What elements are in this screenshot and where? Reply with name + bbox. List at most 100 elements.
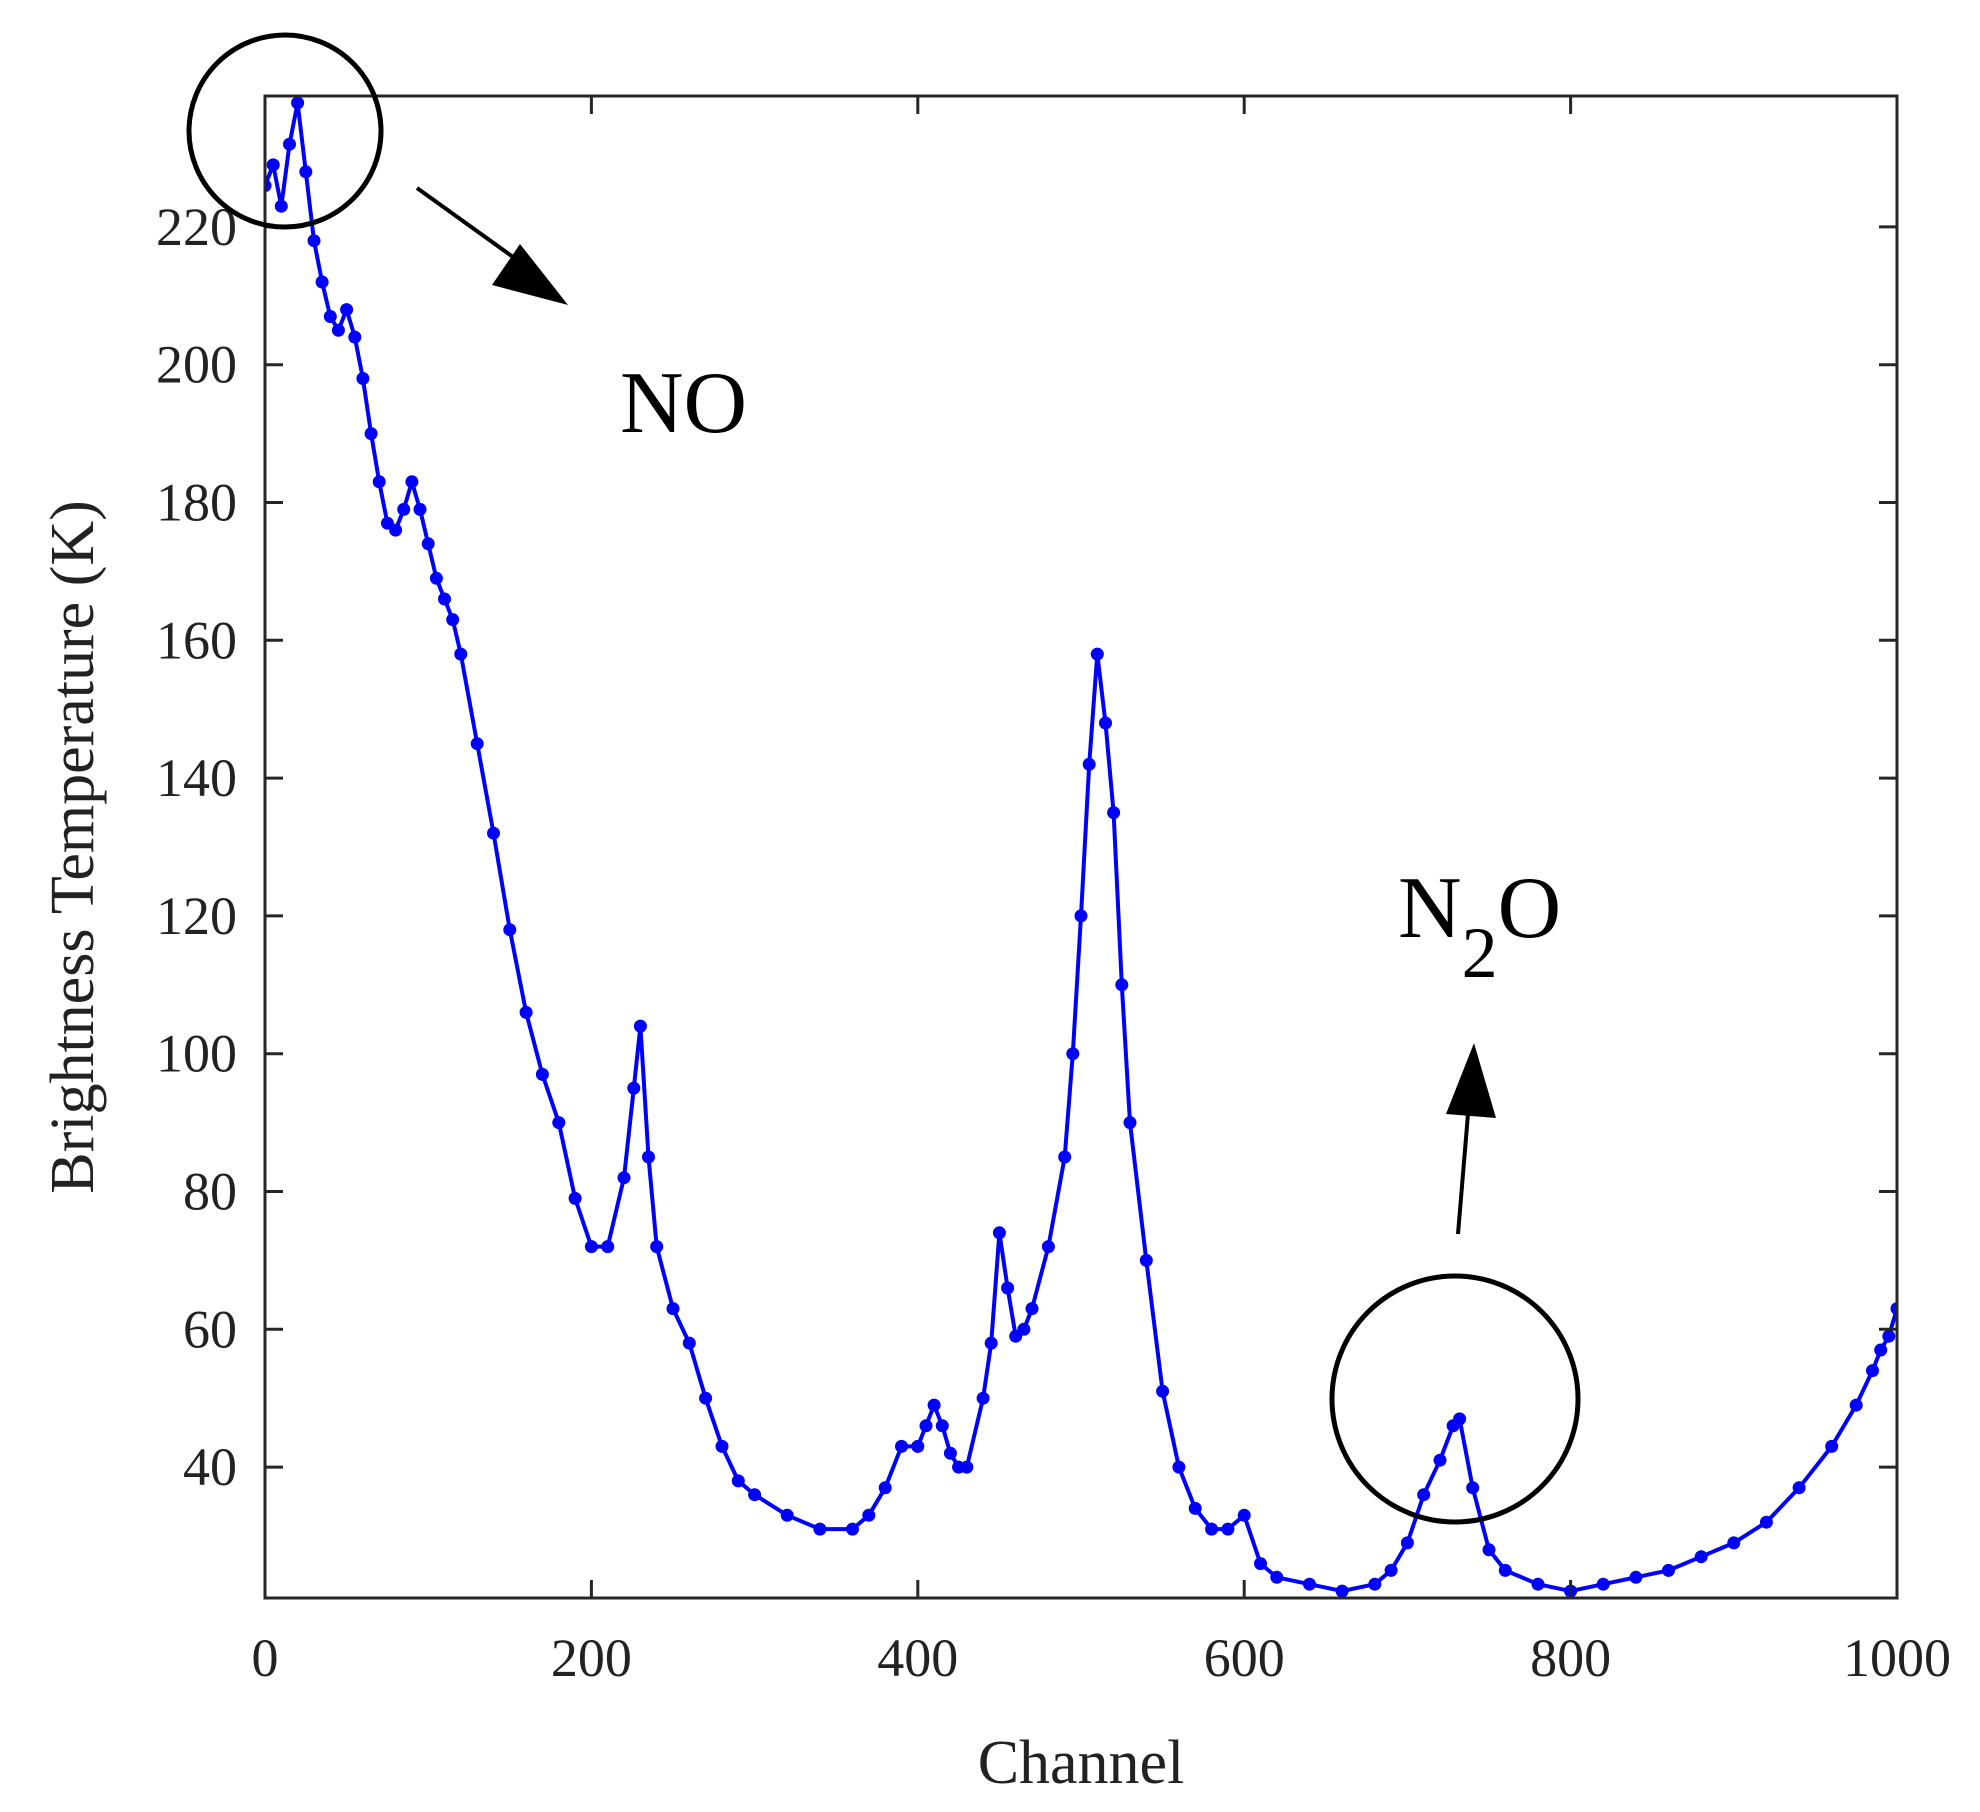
data-point — [364, 427, 378, 441]
data-point — [1596, 1577, 1610, 1591]
annotation-n2o-label-sub: 2 — [1462, 913, 1498, 993]
data-point — [878, 1481, 892, 1495]
data-point — [1882, 1329, 1896, 1343]
data-point — [307, 234, 321, 248]
data-point — [348, 330, 362, 344]
data-point — [846, 1522, 859, 1536]
data-point — [1156, 1384, 1170, 1398]
data-point — [1099, 716, 1112, 730]
data-point — [266, 158, 280, 172]
x-tick-label: 200 — [551, 1628, 632, 1688]
y-tick-label: 140 — [156, 748, 237, 808]
data-point — [1629, 1570, 1643, 1584]
data-point — [911, 1439, 925, 1453]
data-point — [617, 1171, 631, 1185]
y-tick-label: 120 — [156, 886, 237, 946]
y-tick-label: 40 — [183, 1437, 237, 1497]
data-point — [715, 1439, 729, 1453]
data-point — [1082, 757, 1096, 771]
data-point — [1453, 1412, 1467, 1426]
data-point — [552, 1116, 566, 1130]
data-point — [1417, 1488, 1431, 1502]
x-tick-label: 400 — [877, 1628, 958, 1688]
data-point — [1849, 1398, 1863, 1412]
data-point — [1662, 1563, 1675, 1577]
data-point — [1866, 1364, 1879, 1378]
data-point — [584, 1240, 598, 1254]
data-point — [1792, 1481, 1806, 1495]
annotation-n2o-label-tail: O — [1498, 860, 1562, 957]
data-point — [1498, 1563, 1512, 1577]
x-tick-label: 0 — [252, 1628, 279, 1688]
data-point — [666, 1302, 680, 1316]
data-point — [291, 96, 305, 110]
data-point — [1482, 1543, 1496, 1557]
y-tick-label: 180 — [156, 473, 237, 533]
data-point — [1041, 1240, 1055, 1254]
data-point — [1531, 1577, 1545, 1591]
y-tick-label: 100 — [156, 1024, 237, 1084]
data-point — [1254, 1557, 1267, 1571]
x-axis-ticks: 0 200 400 600 800 1000 — [252, 96, 1951, 1688]
data-point — [405, 475, 419, 489]
data-point — [421, 537, 435, 551]
y-tick-label: 200 — [156, 335, 237, 395]
data-point — [454, 647, 468, 661]
data-point — [935, 1419, 949, 1433]
annotation-n2o-arrow-head — [1446, 1043, 1496, 1118]
data-point — [780, 1508, 794, 1522]
data-point — [699, 1391, 713, 1405]
annotation-n2o: N2O — [1329, 860, 1581, 1525]
data-point — [642, 1150, 655, 1164]
axes-frame — [263, 94, 1899, 1600]
data-point — [535, 1067, 549, 1081]
x-tick-label: 1000 — [1843, 1628, 1951, 1688]
data-point — [1090, 647, 1104, 661]
data-point — [438, 592, 451, 606]
data-point — [429, 571, 443, 585]
data-point — [1237, 1508, 1251, 1522]
data-point — [1205, 1522, 1219, 1536]
data-point — [315, 275, 329, 289]
data-point — [1759, 1515, 1773, 1529]
data-point — [331, 323, 345, 337]
data-point — [862, 1508, 876, 1522]
data-point — [283, 137, 296, 151]
data-point — [992, 1226, 1006, 1240]
data-point — [748, 1488, 762, 1502]
data-point — [1270, 1570, 1284, 1584]
data-point — [1368, 1577, 1382, 1591]
data-point — [299, 165, 313, 179]
data-point — [1188, 1501, 1202, 1515]
data-point — [1058, 1150, 1072, 1164]
data-point — [1694, 1550, 1708, 1564]
data-point — [1107, 806, 1121, 820]
data-point — [984, 1336, 998, 1350]
data-point — [356, 372, 370, 385]
data-point — [519, 1005, 533, 1019]
annotation-no: NO — [186, 32, 747, 452]
data-point — [1139, 1253, 1153, 1267]
data-point — [503, 923, 517, 937]
data-point — [413, 502, 427, 516]
data-point — [1123, 1116, 1137, 1130]
data-point — [470, 737, 484, 751]
data-point — [1017, 1322, 1031, 1336]
data-point — [274, 199, 288, 213]
data-point — [1433, 1453, 1447, 1467]
annotation-no-arrow-head — [492, 244, 568, 305]
data-point — [1384, 1563, 1398, 1577]
data-point — [1825, 1439, 1839, 1453]
y-axis-title: Brightness Temperature (K) — [39, 500, 107, 1194]
data-point — [1400, 1536, 1414, 1550]
data-point — [927, 1398, 941, 1412]
data-point — [1172, 1460, 1186, 1474]
data-point — [446, 613, 460, 627]
data-point — [1874, 1343, 1888, 1357]
data-point — [1115, 978, 1129, 992]
data-point — [943, 1446, 957, 1460]
data-point — [960, 1460, 974, 1474]
y-tick-label: 80 — [183, 1161, 237, 1221]
